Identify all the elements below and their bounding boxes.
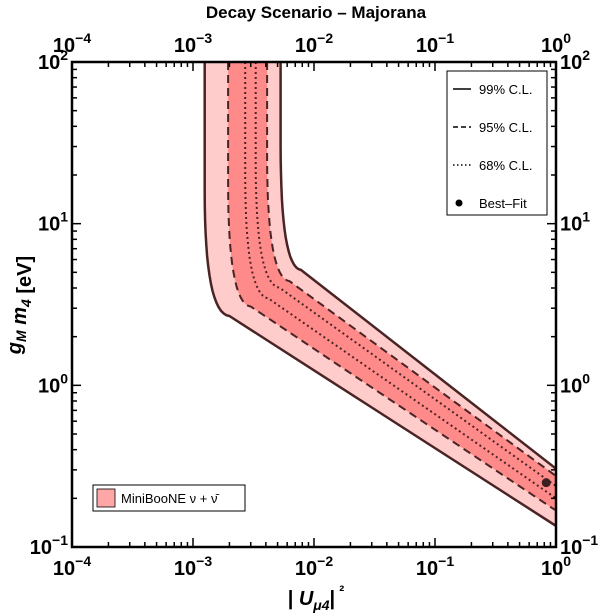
y-tick-label-left: 10−1 (30, 532, 68, 559)
axis-ticks (71, 61, 557, 548)
contour-lines (203, 62, 556, 527)
chart-title: Decay Scenario – Majorana (206, 3, 427, 22)
x-tick-label-top: 10−2 (295, 30, 333, 57)
y-tick-label-right: 102 (560, 47, 590, 74)
y-tick-label-left: 102 (38, 47, 68, 74)
contour-99-inner (279, 62, 556, 470)
fill-legend-label: MiniBooNE ν + ν̄ (121, 491, 219, 506)
fill-legend-swatch (96, 488, 116, 508)
x-tick-label-bottom: 100 (541, 553, 571, 580)
x-tick-label-bottom: 10−1 (416, 553, 454, 580)
y-tick-label-right: 100 (560, 370, 590, 397)
y-tick-label-right: 101 (560, 209, 590, 236)
y-tick-label-right: 10−1 (560, 532, 598, 559)
legend-swatch-point (455, 199, 463, 207)
legend-label: 99% C.L. (479, 82, 532, 97)
legend: 99% C.L. 95% C.L. 68% C.L. Best–Fit (446, 70, 548, 216)
fill-legend: MiniBooNE ν + ν̄ (92, 484, 246, 512)
contour-95-inner (266, 62, 556, 477)
contour-99-outer (203, 62, 556, 527)
legend-label: 68% C.L. (479, 158, 532, 173)
legend-label: 95% C.L. (479, 120, 532, 135)
fill-legend-box (92, 484, 246, 512)
legend-label: Best–Fit (479, 196, 527, 211)
x-tick-label-bottom: 10−4 (53, 553, 91, 580)
tick-labels: 10−410−410−310−310−210−210−110−110010010… (30, 30, 599, 580)
y-axis-title: gM m4 [eV] (4, 256, 36, 355)
cl95-region (228, 62, 556, 511)
legend-box (446, 70, 548, 216)
y-tick-label-left: 100 (38, 370, 68, 397)
contour-68-inner (254, 62, 556, 487)
x-tick-label-bottom: 10−3 (174, 553, 212, 580)
confidence-fills (204, 62, 556, 526)
contour-68-outer (244, 62, 556, 500)
x-tick-label-top: 10−1 (416, 30, 454, 57)
cl99-region (204, 62, 556, 526)
x-tick-label-bottom: 10−2 (295, 553, 333, 580)
x-tick-label-top: 10−3 (174, 30, 212, 57)
x-axis-title: | Uμ4| ² (288, 583, 345, 613)
x-tick-label-top: 10−4 (53, 30, 91, 57)
best-fit-point (541, 478, 551, 488)
x-tick-label-top: 100 (541, 30, 571, 57)
y-tick-label-left: 101 (38, 209, 68, 236)
contour-95-outer (227, 62, 556, 512)
